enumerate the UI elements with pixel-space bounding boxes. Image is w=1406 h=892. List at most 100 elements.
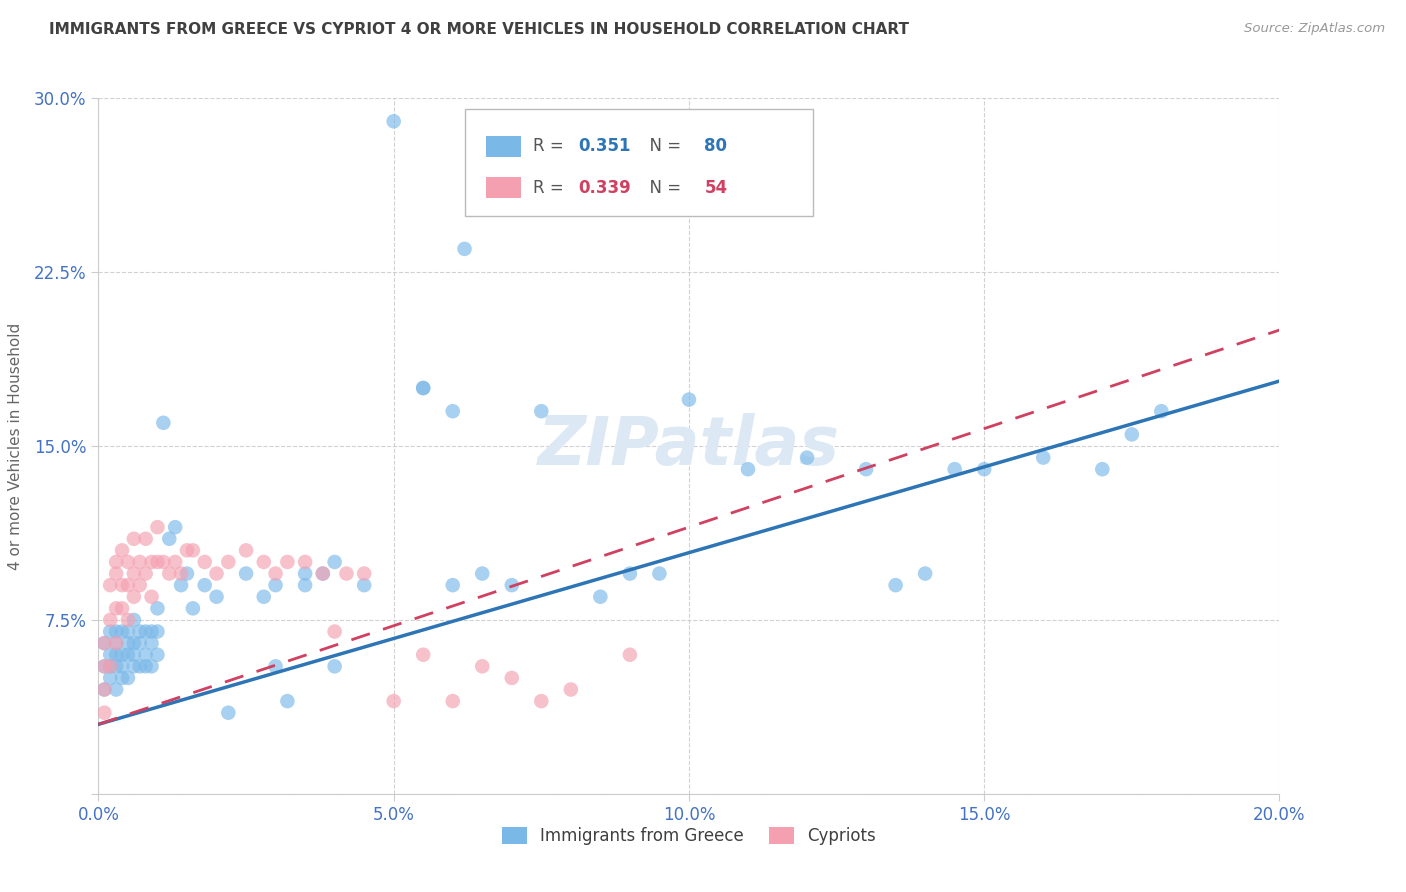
Point: [1150, 404, 1173, 418]
Point: [914, 566, 936, 581]
Point: [412, 648, 434, 662]
Point: [294, 578, 316, 592]
Point: [93, 682, 115, 697]
Legend: Immigrants from Greece, Cypriots: Immigrants from Greece, Cypriots: [495, 820, 883, 852]
Point: [170, 566, 193, 581]
Point: [235, 566, 257, 581]
Point: [235, 543, 257, 558]
Point: [530, 404, 553, 418]
FancyBboxPatch shape: [486, 136, 522, 157]
Point: [122, 590, 145, 604]
Point: [122, 532, 145, 546]
Text: R =: R =: [533, 179, 569, 197]
Point: [117, 671, 139, 685]
Point: [105, 566, 128, 581]
Point: [128, 624, 150, 639]
Point: [205, 590, 228, 604]
Point: [264, 659, 287, 673]
Point: [98, 613, 121, 627]
Point: [135, 648, 157, 662]
Point: [111, 671, 134, 685]
Point: [943, 462, 966, 476]
Point: [141, 555, 163, 569]
Point: [181, 601, 204, 615]
Point: [453, 242, 475, 256]
Point: [157, 532, 180, 546]
Text: Source: ZipAtlas.com: Source: ZipAtlas.com: [1244, 22, 1385, 36]
Text: 0.339: 0.339: [578, 179, 631, 197]
Point: [98, 624, 121, 639]
Point: [122, 566, 145, 581]
Text: 80: 80: [704, 137, 727, 155]
Point: [152, 555, 174, 569]
Point: [170, 578, 193, 592]
Point: [181, 543, 204, 558]
Text: R =: R =: [533, 137, 569, 155]
Point: [194, 555, 217, 569]
Text: IMMIGRANTS FROM GREECE VS CYPRIOT 4 OR MORE VEHICLES IN HOUSEHOLD CORRELATION CH: IMMIGRANTS FROM GREECE VS CYPRIOT 4 OR M…: [49, 22, 910, 37]
Point: [122, 636, 145, 650]
Point: [93, 682, 115, 697]
Point: [471, 659, 494, 673]
Point: [111, 601, 134, 615]
Point: [412, 381, 434, 395]
Point: [884, 578, 907, 592]
Point: [323, 624, 346, 639]
Point: [111, 624, 134, 639]
Point: [205, 566, 228, 581]
Point: [105, 659, 128, 673]
Point: [135, 532, 157, 546]
Point: [176, 543, 198, 558]
Point: [111, 648, 134, 662]
Point: [98, 648, 121, 662]
Point: [141, 590, 163, 604]
Point: [141, 659, 163, 673]
Point: [128, 636, 150, 650]
Text: N =: N =: [640, 179, 686, 197]
Y-axis label: 4 or more Vehicles in Household: 4 or more Vehicles in Household: [8, 322, 22, 570]
Point: [501, 578, 523, 592]
Point: [253, 555, 276, 569]
Point: [619, 648, 641, 662]
Point: [323, 659, 346, 673]
Point: [1032, 450, 1054, 465]
Point: [128, 555, 150, 569]
Point: [98, 659, 121, 673]
Point: [93, 659, 115, 673]
Point: [135, 624, 157, 639]
Point: [353, 578, 375, 592]
Point: [737, 462, 759, 476]
Point: [117, 555, 139, 569]
Point: [135, 659, 157, 673]
Point: [796, 450, 818, 465]
Text: ZIPatlas: ZIPatlas: [538, 413, 839, 479]
Point: [276, 555, 298, 569]
Point: [165, 555, 187, 569]
Point: [264, 578, 287, 592]
Point: [217, 555, 239, 569]
Point: [105, 636, 128, 650]
Point: [105, 601, 128, 615]
Point: [1091, 462, 1114, 476]
Point: [117, 613, 139, 627]
Point: [117, 624, 139, 639]
Point: [117, 636, 139, 650]
Point: [105, 624, 128, 639]
Point: [98, 578, 121, 592]
Point: [152, 416, 174, 430]
Point: [294, 555, 316, 569]
Point: [501, 671, 523, 685]
Text: 54: 54: [704, 179, 727, 197]
Point: [312, 566, 335, 581]
Point: [122, 613, 145, 627]
Point: [105, 648, 128, 662]
Point: [441, 578, 464, 592]
Point: [117, 578, 139, 592]
Point: [105, 555, 128, 569]
Point: [176, 566, 198, 581]
Point: [353, 566, 375, 581]
Point: [146, 555, 169, 569]
Point: [146, 648, 169, 662]
Point: [471, 566, 494, 581]
Point: [589, 590, 612, 604]
